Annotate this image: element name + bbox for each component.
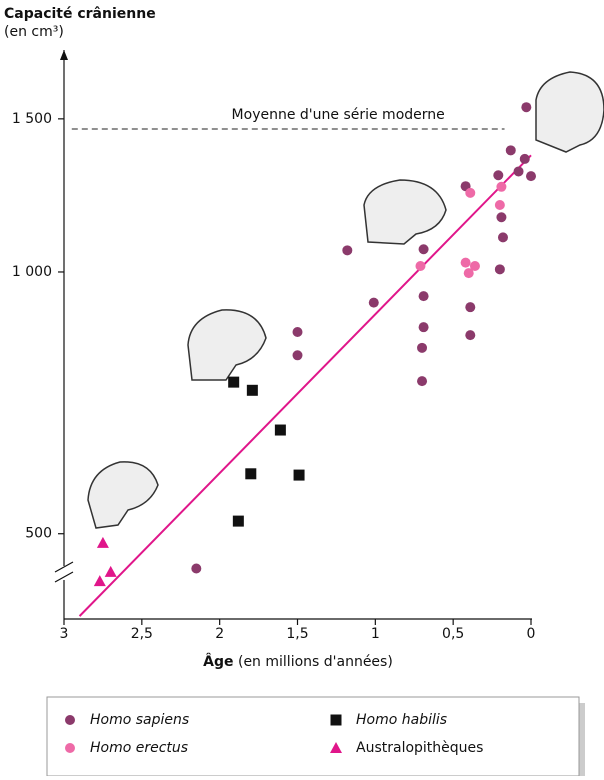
point — [505, 145, 516, 156]
x-title-unit: (en millions d'années) — [238, 654, 393, 670]
point — [228, 376, 240, 388]
point — [496, 181, 507, 192]
legend-label: Australopithèques — [356, 740, 483, 756]
x-tick-label: 2,5 — [131, 626, 153, 642]
point — [96, 536, 109, 548]
point — [93, 575, 106, 587]
point — [513, 166, 524, 177]
point — [104, 565, 117, 577]
point — [521, 102, 532, 113]
y-tick-label: 500 — [25, 526, 52, 542]
legend-marker — [330, 742, 342, 753]
point — [232, 515, 244, 527]
axis-break — [54, 561, 74, 583]
point — [497, 232, 508, 243]
y-title: Capacité crânienne — [4, 6, 156, 22]
x-title-bold: Âge — [203, 653, 233, 670]
point — [494, 264, 505, 275]
axis-arrow — [60, 50, 68, 60]
point — [463, 268, 474, 279]
legend — [46, 696, 580, 777]
point — [417, 376, 428, 387]
point — [246, 384, 258, 396]
point — [496, 212, 507, 223]
point — [191, 563, 202, 574]
legend-label: Homo erectus — [90, 740, 188, 756]
x-tick-label: 1 — [371, 626, 380, 642]
y-tick-label: 1 000 — [12, 264, 52, 280]
legend-marker — [330, 714, 342, 726]
legend-label: Homo habilis — [356, 712, 447, 728]
legend-label: Homo sapiens — [90, 712, 189, 728]
x-tick-label: 2 — [215, 626, 224, 642]
x-title: Âge (en millions d'années) — [203, 653, 393, 670]
point — [465, 330, 476, 341]
point — [245, 468, 257, 480]
point — [292, 327, 303, 338]
point — [417, 342, 428, 353]
point — [493, 170, 504, 181]
trend-line — [78, 154, 532, 617]
point — [368, 297, 379, 308]
point — [469, 260, 480, 271]
point — [465, 187, 476, 198]
y-tick-label: 1 500 — [12, 111, 52, 127]
point — [293, 469, 305, 481]
point — [274, 424, 286, 436]
x-tick-label: 0,5 — [442, 626, 464, 642]
legend-shadow — [579, 703, 585, 776]
legend-marker — [65, 715, 75, 725]
point — [519, 153, 530, 164]
point — [342, 245, 353, 256]
point — [460, 257, 471, 268]
legend-entries: Homo sapiens Homo erectus Homo habilis Aust… — [65, 712, 483, 756]
point — [418, 291, 429, 302]
point — [418, 322, 429, 333]
reference-label: Moyenne d'une série moderne — [232, 107, 445, 123]
point — [526, 171, 536, 182]
x-tick-label: 0 — [527, 626, 536, 642]
point — [415, 260, 426, 271]
legend-marker — [65, 743, 75, 753]
point — [292, 350, 303, 361]
point — [465, 302, 476, 313]
point — [494, 200, 505, 211]
x-tick-label: 3 — [60, 626, 69, 642]
x-tick-label: 1,5 — [286, 626, 308, 642]
skull-icons — [87, 71, 604, 529]
y-unit: (en cm³) — [4, 24, 64, 40]
point — [418, 244, 429, 255]
